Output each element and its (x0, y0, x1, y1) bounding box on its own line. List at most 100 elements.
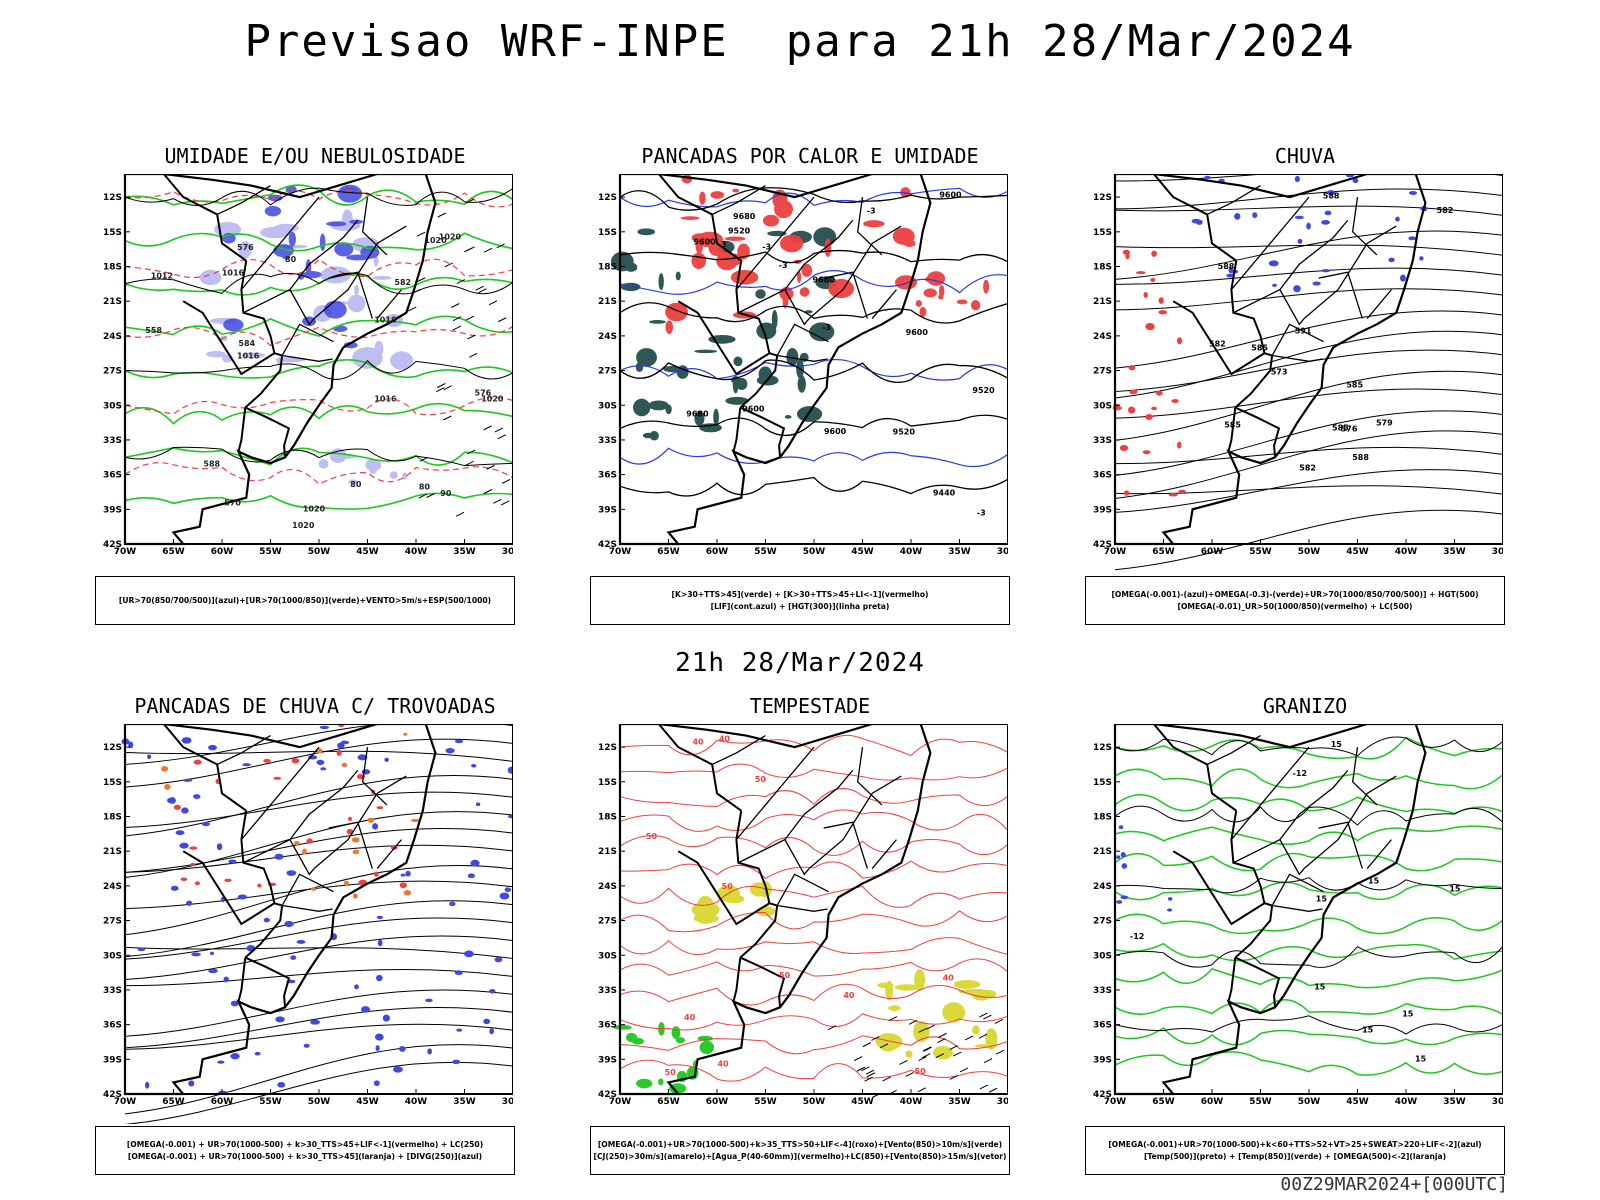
lat-label: 30S (598, 401, 617, 411)
heat-showers-unstable-cell (695, 236, 703, 255)
omega-red-cell (1178, 489, 1186, 494)
divergence-blue-cell (354, 984, 359, 990)
wind-arrow (437, 383, 446, 388)
lat-label: 27S (1093, 367, 1112, 377)
precip-water-line (619, 809, 1008, 832)
lon-label: 35W (1443, 547, 1466, 557)
divergence-blue-cell (507, 814, 513, 819)
panel-title: GRANIZO (1262, 694, 1348, 718)
omega-red-cell (1151, 250, 1157, 257)
wind-arrow (862, 1042, 872, 1048)
temp850-line (1114, 942, 1503, 962)
divergence-blue-cell (384, 757, 389, 762)
divergence-blue-cell (357, 754, 368, 761)
country-border (732, 957, 742, 1002)
lon-label: 35W (1443, 1097, 1466, 1107)
contour-label: -3 (779, 261, 788, 270)
contour-label: 80 (285, 255, 297, 264)
heat-showers-unstable-cell (730, 269, 759, 285)
divergence-blue-cell (377, 939, 383, 947)
lon-label: 30W (997, 1097, 1008, 1107)
streamline (1114, 288, 1503, 311)
contour-label: -12 (1293, 769, 1307, 778)
state-border (711, 735, 766, 766)
wind-arrow (979, 1084, 989, 1090)
lon-label: 30W (502, 547, 513, 557)
legend-line: [UR>70(850/700/500)](azul)+[UR>70(1000/8… (118, 595, 492, 605)
humidity-upper-light-cell (274, 223, 299, 233)
divergence-blue-cell (145, 1081, 150, 1089)
land-outline (123, 174, 437, 546)
lon-label: 55W (259, 1097, 282, 1107)
storm-red-cell (273, 776, 282, 780)
coastline (123, 724, 437, 1096)
wind-arrow (978, 1033, 988, 1039)
panel-legend: [K>30+TTS>45](verde) + [K>30+TTS>45+LI<-… (590, 576, 1010, 625)
humidity-upper-light (199, 186, 414, 370)
omega-blue-cell (1272, 283, 1277, 288)
lon-label: 30W (502, 1097, 513, 1107)
lon-label: 45W (1346, 547, 1369, 557)
heat-showers-cell (675, 271, 681, 281)
divergence-blue-cell (254, 1051, 261, 1056)
wind-arrow (475, 285, 484, 291)
contour-labels: 40 40 50 50 40 50 50 50 40 40 50 40 (646, 734, 954, 1077)
contour-label: 1016 (222, 268, 245, 277)
lat-label: 27S (598, 917, 617, 927)
divergence-blue-cell (337, 742, 345, 749)
humidity-upper-south-cell (334, 455, 356, 459)
divergence-blue-cell (449, 901, 456, 907)
panel-trovoadas: PANCADAS DE CHUVA C/ TROVOADAS 12S 15S 18S… (95, 694, 535, 1196)
lat-label: 21S (598, 297, 617, 307)
state-border (735, 196, 815, 291)
precip-water-line (619, 1035, 1008, 1055)
wind-arrow (444, 262, 453, 268)
low-level-jet-cell (636, 1078, 653, 1089)
contour-label: 50 (722, 882, 734, 891)
lon-label: 60W (211, 1097, 234, 1107)
lat-label: 24S (598, 332, 617, 342)
country-border (1234, 406, 1281, 458)
contour-labels: 1012 101610181020102010201016101610201020… (145, 233, 504, 531)
humidity-upper-light-cell (238, 241, 252, 259)
country-border (244, 352, 284, 409)
wind-arrow (483, 489, 493, 494)
wind-arrow (467, 334, 476, 340)
temp500-line (1114, 805, 1503, 826)
country-border (735, 810, 771, 904)
jet-core-south-cell (913, 1020, 930, 1043)
contour-labels: 15 15 15 15 15 -12 -12 15 15 15 (1130, 740, 1461, 1063)
state-border (216, 185, 271, 216)
contour-label: 9600 (906, 328, 929, 337)
state-border (216, 735, 271, 766)
wind-arrow (917, 1087, 927, 1093)
omega-blue-cell (1226, 273, 1235, 278)
lat-label: 30S (1093, 401, 1112, 411)
divergence-blue-cell (382, 1014, 390, 1022)
thickness-line (124, 258, 513, 279)
wind-arrow (979, 1012, 988, 1018)
divergence-blue-cell (208, 744, 217, 751)
streamline (124, 724, 513, 765)
panel-title: CHUVA (1274, 144, 1336, 168)
lat-label: 36S (598, 471, 617, 481)
country-border (1234, 956, 1281, 1008)
lat-label: 39S (1093, 505, 1112, 515)
lat-label: 21S (1093, 847, 1112, 857)
land-outline (1113, 174, 1427, 546)
legend-line: [OMEGA(-0.001) + UR>70(1000-500) + k>30_… (126, 1139, 484, 1149)
storm-orange-cell (352, 893, 358, 899)
contour-label: 9600 (693, 238, 716, 247)
streamline (124, 946, 513, 960)
lon-label: 40W (1395, 1097, 1418, 1107)
heat-showers-cell (713, 408, 719, 426)
heat-showers-cell (796, 406, 823, 422)
lon-label: 45W (356, 1097, 379, 1107)
lon-label: 35W (948, 547, 971, 557)
humidity-upper-cell (360, 245, 380, 259)
divergence-blue-cell (316, 759, 325, 765)
lon-label: 50W (308, 1097, 331, 1107)
divergence-blue-cell (179, 842, 189, 849)
contour-label: 15 (1368, 876, 1380, 885)
hgt300-line (619, 187, 1008, 211)
